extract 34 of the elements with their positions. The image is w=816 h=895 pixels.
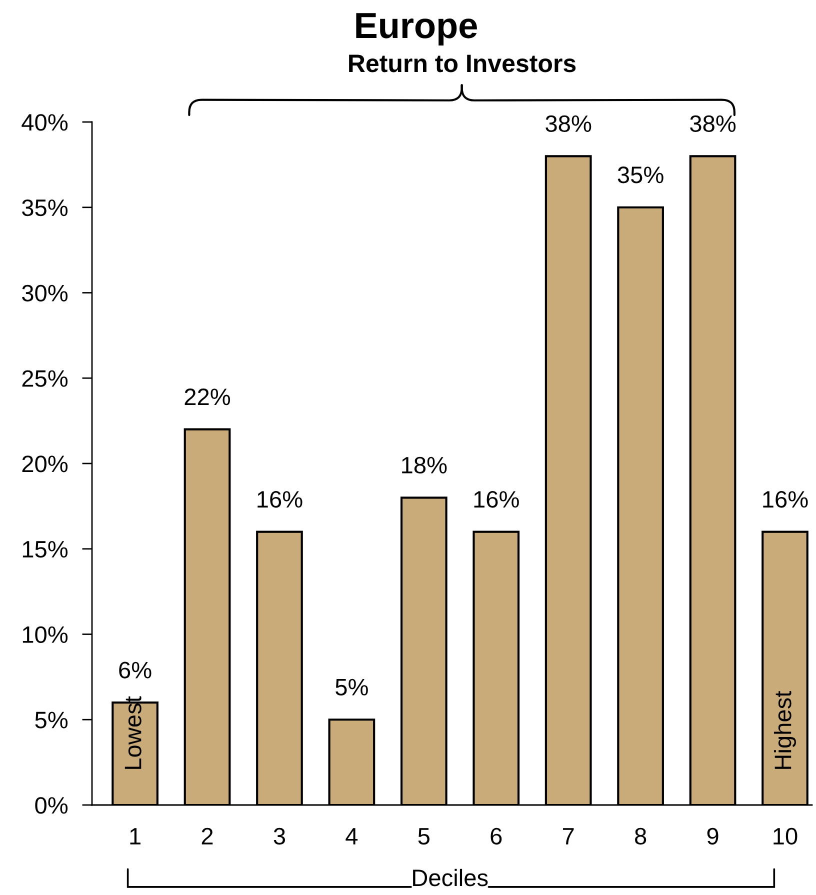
annotation: Lowest xyxy=(124,696,142,769)
data-label: 5% xyxy=(336,678,368,696)
x-tick-label: 2 xyxy=(202,828,213,844)
x-tick-label: 10 xyxy=(774,828,798,845)
x-tick-label: 9 xyxy=(707,828,718,845)
x-tick-label: 1 xyxy=(130,828,140,844)
y-tick-label: 40% xyxy=(22,114,68,131)
data-label: 16% xyxy=(474,490,519,508)
data-label: 22% xyxy=(184,388,230,406)
y-tick-label: 20% xyxy=(22,456,68,472)
data-label: 38% xyxy=(546,115,592,132)
data-label: 16% xyxy=(763,490,808,508)
data-label: 6% xyxy=(119,662,152,678)
data-label: 38% xyxy=(690,115,736,132)
annotation: Highest xyxy=(774,690,796,769)
x-axis-title: Deciles xyxy=(413,868,488,886)
x-tick-label: 6 xyxy=(490,828,502,845)
data-label: 18% xyxy=(402,456,447,474)
x-tick-label: 7 xyxy=(562,828,574,844)
chart-title: Europe xyxy=(356,13,477,46)
chart-subtitle: Return to Investors xyxy=(349,54,576,72)
y-tick-label: 35% xyxy=(22,199,68,216)
data-label: 16% xyxy=(258,490,302,508)
x-tick-label: 5 xyxy=(418,828,430,845)
y-tick-label: 10% xyxy=(22,626,68,644)
y-tick-label: 15% xyxy=(22,541,68,558)
y-tick-label: 0% xyxy=(35,797,68,814)
data-label: 35% xyxy=(618,166,664,184)
y-tick-label: 25% xyxy=(22,370,68,387)
y-tick-label: 5% xyxy=(35,712,68,728)
x-tick-label: 3 xyxy=(274,828,286,845)
x-tick-label: 4 xyxy=(346,828,358,844)
y-tick-label: 30% xyxy=(22,284,68,302)
x-tick-label: 8 xyxy=(635,828,646,845)
